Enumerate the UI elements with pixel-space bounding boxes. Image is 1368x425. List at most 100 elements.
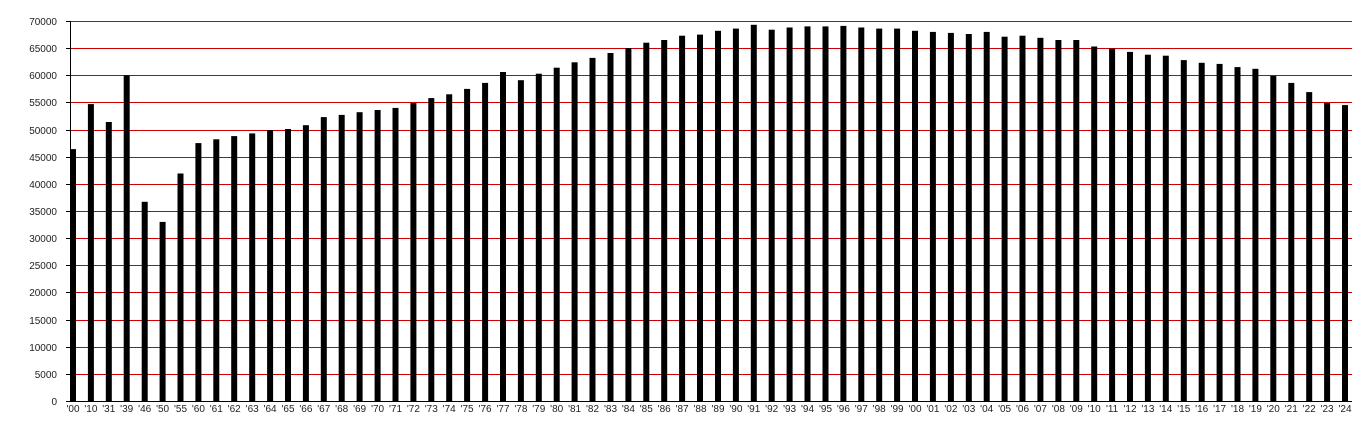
x-tick-label: '05 <box>998 404 1011 415</box>
bar <box>786 27 793 401</box>
bar <box>70 149 76 401</box>
bar <box>1109 48 1116 401</box>
y-tick-label: 60000 <box>29 71 57 82</box>
bar <box>912 30 918 402</box>
y-tick-label: 70000 <box>29 17 57 28</box>
bar <box>571 62 578 402</box>
bar <box>715 30 721 402</box>
bar <box>517 80 524 401</box>
x-tick-label: '65 <box>281 404 294 415</box>
bar <box>858 27 865 401</box>
bar <box>1270 75 1277 402</box>
x-tick-label: '93 <box>783 404 796 415</box>
x-tick-label: '95 <box>819 404 832 415</box>
bar <box>894 28 901 401</box>
bar <box>1216 63 1223 402</box>
bar <box>285 129 291 401</box>
x-tick-label: '82 <box>586 404 599 415</box>
x-tick-label: '88 <box>693 404 706 415</box>
x-tick-label: '86 <box>658 404 671 415</box>
x-tick-label: '66 <box>299 404 312 415</box>
y-tick-label: 25000 <box>29 261 57 272</box>
bar <box>123 75 130 402</box>
x-tick-label: '02 <box>944 404 957 415</box>
y-tick-label: 50000 <box>29 126 57 137</box>
x-tick-label: '10 <box>1088 404 1101 415</box>
x-tick-label: '11 <box>1106 404 1119 415</box>
y-tick-label: 65000 <box>29 44 57 55</box>
x-tick-label: '23 <box>1321 404 1334 415</box>
x-tick-label: '94 <box>801 404 814 415</box>
bar <box>482 82 489 402</box>
x-tick-label: '12 <box>1123 404 1136 415</box>
x-tick-label: '85 <box>640 404 653 415</box>
y-tick-label: 5000 <box>35 370 58 381</box>
x-tick-label: '83 <box>604 404 617 415</box>
y-tick-label: 30000 <box>29 234 57 245</box>
bar <box>428 98 435 401</box>
bar <box>607 53 614 401</box>
x-tick-label: '98 <box>873 404 886 415</box>
x-tick-label: '10 <box>84 404 97 415</box>
bar <box>392 107 399 402</box>
bar <box>876 28 883 401</box>
bar <box>231 136 238 401</box>
bar <box>697 34 703 401</box>
bar <box>302 125 309 401</box>
x-tick-label: '62 <box>228 404 241 415</box>
bar <box>965 34 972 401</box>
bar <box>1019 35 1026 401</box>
x-tick-label: '97 <box>855 404 868 415</box>
bar <box>1144 54 1151 401</box>
x-tick-label: '67 <box>317 404 330 415</box>
bar <box>159 221 166 401</box>
x-tick-label: '17 <box>1213 404 1226 415</box>
bar <box>750 24 757 402</box>
x-tick-label: '20 <box>1267 404 1280 415</box>
x-tick-label: '87 <box>676 404 689 415</box>
x-tick-label: '60 <box>192 404 205 415</box>
y-tick-label: 45000 <box>29 153 57 164</box>
x-tick-label: '08 <box>1052 404 1065 415</box>
x-tick-label: '89 <box>711 404 724 415</box>
x-tick-label: '04 <box>980 404 993 415</box>
bar <box>267 130 274 401</box>
x-tick-label: '01 <box>926 404 939 415</box>
bar <box>661 40 668 401</box>
bar <box>643 42 650 401</box>
x-tick-label: '19 <box>1249 404 1262 415</box>
x-tick-label: '90 <box>729 404 742 415</box>
x-tick-label: '70 <box>371 404 384 415</box>
y-tick-label: 10000 <box>29 343 57 354</box>
x-tick-label: '72 <box>407 404 420 415</box>
gridlines <box>66 21 1352 402</box>
bar <box>822 26 829 402</box>
bars <box>70 24 1348 402</box>
bar <box>1001 36 1008 401</box>
bar <box>1162 55 1169 401</box>
bar <box>1252 68 1259 402</box>
x-tick-label: '77 <box>496 404 509 415</box>
bar <box>1324 103 1331 401</box>
x-tick-label: '14 <box>1159 404 1172 415</box>
bar <box>195 143 202 401</box>
bar <box>105 122 112 401</box>
x-tick-label: '06 <box>1016 404 1029 415</box>
x-tick-label: '92 <box>765 404 778 415</box>
bar <box>446 94 453 402</box>
x-tick-label: '03 <box>962 404 975 415</box>
x-tick-label: '76 <box>479 404 492 415</box>
bar <box>338 114 345 402</box>
bar <box>947 32 954 402</box>
x-tick-label: '81 <box>568 404 581 415</box>
x-tick-label: '13 <box>1141 404 1154 415</box>
y-tick-label: 20000 <box>29 288 57 299</box>
bar <box>213 139 220 402</box>
bar <box>535 73 542 401</box>
x-tick-label: '16 <box>1195 404 1208 415</box>
bar <box>1037 37 1044 402</box>
x-tick-label: '75 <box>461 404 474 415</box>
bar <box>589 57 596 402</box>
bar <box>553 67 560 401</box>
